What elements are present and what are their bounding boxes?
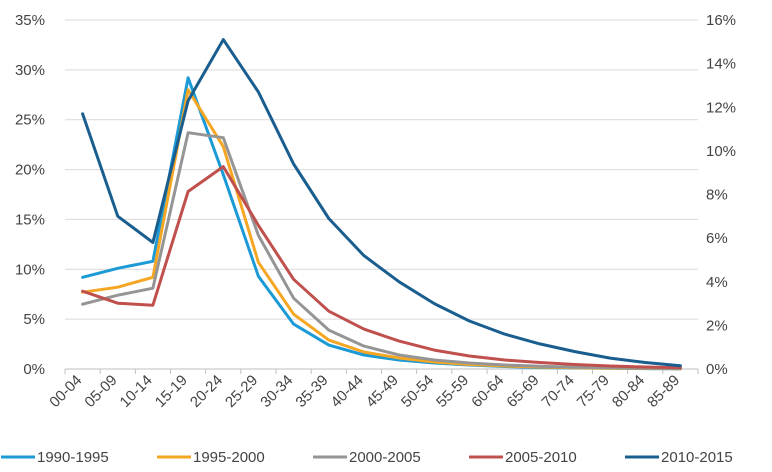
legend-label: 2010-2015 bbox=[661, 449, 733, 466]
series-line-2000-2005 bbox=[81, 131, 682, 371]
series-line-2005-2010 bbox=[81, 165, 682, 370]
legend-label: 1990-1995 bbox=[37, 449, 109, 466]
legend: 1990-1995 1995-2000 2000-2005 2005-2010 2010… bbox=[1, 449, 733, 466]
x-tick-label: 30-34 bbox=[257, 372, 296, 411]
legend-label: 2005-2010 bbox=[505, 449, 577, 466]
x-tick-label: 40-44 bbox=[328, 372, 367, 411]
left-tick-label: 20% bbox=[15, 162, 45, 179]
left-axis: 0% 5% 10% 15% 20% 25% 30% 35% bbox=[15, 12, 45, 378]
right-tick-label: 16% bbox=[706, 12, 736, 29]
x-tick-label: 45-49 bbox=[363, 372, 402, 411]
left-tick-label: 10% bbox=[15, 261, 45, 278]
left-tick-label: 35% bbox=[15, 12, 45, 29]
x-tick-label: 70-74 bbox=[539, 372, 578, 411]
x-tick-label: 25-29 bbox=[222, 372, 261, 411]
x-axis: 00-0405-0910-1415-1920-2425-2930-3435-39… bbox=[46, 368, 699, 411]
legend-label: 2000-2005 bbox=[349, 449, 421, 466]
left-tick-label: 5% bbox=[23, 311, 45, 328]
right-tick-label: 0% bbox=[706, 361, 728, 378]
right-tick-label: 6% bbox=[706, 230, 728, 247]
x-tick-label: 80-84 bbox=[609, 372, 648, 411]
x-tick-label: 75-79 bbox=[574, 372, 613, 411]
x-tick-label: 85-89 bbox=[644, 372, 683, 411]
x-tick-label: 15-19 bbox=[152, 372, 191, 411]
left-tick-label: 15% bbox=[15, 211, 45, 228]
x-tick-label: 55-59 bbox=[433, 372, 472, 411]
x-tick-label: 60-64 bbox=[468, 372, 507, 411]
right-tick-label: 12% bbox=[706, 99, 736, 116]
x-tick-label: 00-04 bbox=[46, 372, 85, 411]
gridlines bbox=[65, 19, 698, 320]
x-tick-label: 20-24 bbox=[187, 372, 226, 411]
left-tick-label: 0% bbox=[23, 361, 45, 378]
series-lines bbox=[81, 38, 682, 371]
left-tick-label: 25% bbox=[15, 112, 45, 129]
right-tick-label: 4% bbox=[706, 274, 728, 291]
right-tick-label: 8% bbox=[706, 187, 728, 204]
right-tick-label: 10% bbox=[706, 143, 736, 160]
series-line-1995-2000 bbox=[81, 88, 682, 371]
right-tick-label: 2% bbox=[706, 317, 728, 334]
left-tick-label: 30% bbox=[15, 62, 45, 79]
right-tick-label: 14% bbox=[706, 56, 736, 73]
series-line-2010-2015 bbox=[81, 38, 682, 368]
x-tick-label: 05-09 bbox=[81, 372, 120, 411]
right-axis: 0% 2% 4% 6% 8% 10% 12% 14% 16% bbox=[706, 12, 736, 378]
x-tick-label: 10-14 bbox=[117, 372, 156, 411]
x-tick-label: 35-39 bbox=[292, 372, 331, 411]
series-line-1990-1995 bbox=[81, 76, 682, 371]
x-tick-label: 50-54 bbox=[398, 372, 437, 411]
x-tick-label: 65-69 bbox=[503, 372, 542, 411]
legend-label: 1995-2000 bbox=[193, 449, 265, 466]
